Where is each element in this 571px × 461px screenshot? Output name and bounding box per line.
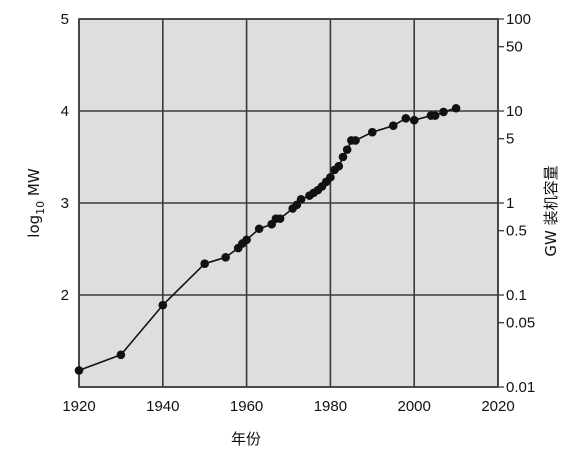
data-point (439, 107, 448, 117)
data-point (338, 152, 348, 162)
data-point (451, 103, 461, 113)
y2-axis-title: GW 装机容量 (542, 165, 560, 256)
data-point (242, 235, 251, 245)
data-point (334, 161, 344, 171)
y2-tick-label: 100 (506, 11, 531, 28)
x-tick-label: 2020 (481, 398, 514, 415)
y2-tick-label: 1 (506, 195, 514, 212)
data-point (388, 121, 398, 131)
y-tick-label: 3 (61, 195, 69, 212)
data-point (326, 172, 335, 182)
data-point (74, 366, 84, 375)
x-tick-label: 1960 (230, 398, 263, 415)
tick-labels: 1920 1940 1960 1980 2000 2020 2 3 4 5 100 50 10 5 1 0.5… (61, 11, 536, 415)
data-point (368, 127, 377, 137)
y-axis-title-base: log (25, 215, 43, 238)
data-point (275, 214, 285, 223)
y-tick-label: 5 (61, 11, 69, 28)
y-axis-title: log10 MW (25, 168, 47, 238)
data-point (200, 259, 209, 269)
data-point (409, 115, 419, 125)
y2-tick-label: 0.5 (506, 223, 527, 240)
y2-tick-label: 50 (506, 39, 523, 56)
x-tick-label: 1980 (314, 398, 347, 415)
data-point (401, 114, 411, 123)
y2-tick-label: 10 (506, 103, 523, 120)
data-point (351, 136, 360, 145)
data-point (254, 224, 264, 234)
y2-tick-label: 0.01 (506, 379, 535, 396)
x-tick-label: 2000 (398, 398, 431, 415)
y-tick-label: 2 (61, 287, 69, 304)
data-point (296, 195, 306, 204)
data-point (342, 145, 352, 154)
y2-tick-label: 5 (506, 131, 514, 148)
y-axis-title-subscript: 10 (34, 201, 47, 215)
y-axis-title-unit: MW (25, 168, 43, 201)
y2-tick-label: 0.05 (506, 315, 535, 332)
data-point (158, 300, 168, 310)
x-axis-title: 年份 (231, 430, 261, 448)
x-tick-label: 1940 (146, 398, 179, 415)
y2-tick-label: 0.1 (506, 287, 527, 304)
data-marks (74, 103, 461, 375)
data-point (221, 252, 230, 262)
data-point (116, 350, 126, 360)
grid-lines (78, 18, 499, 388)
data-point (430, 111, 440, 120)
y-tick-label: 4 (61, 103, 69, 120)
x-tick-label: 1920 (62, 398, 95, 415)
